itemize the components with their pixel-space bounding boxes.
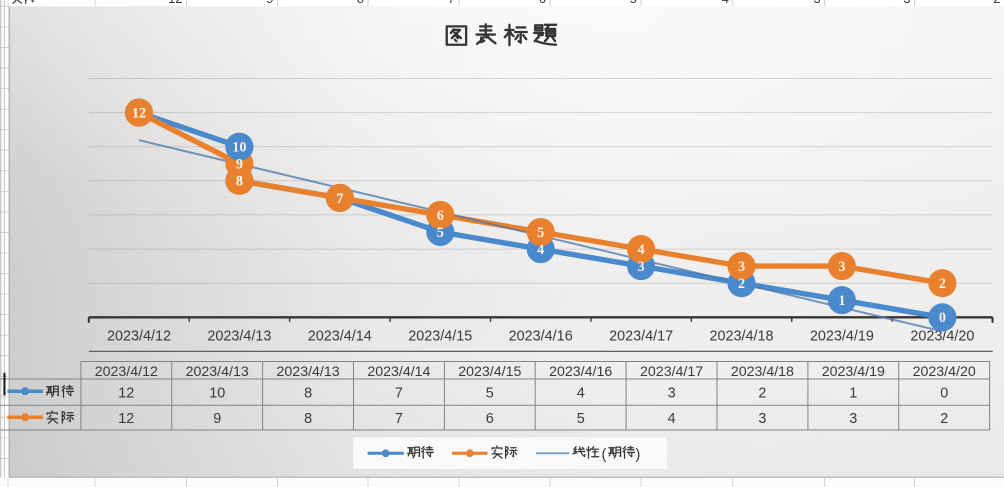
svg-text:10: 10 [232,140,246,156]
svg-text:2023/4/19: 2023/4/19 [822,364,885,380]
svg-text:0: 0 [940,386,948,402]
svg-text:9: 9 [236,157,243,173]
svg-text:12: 12 [118,411,134,427]
svg-text:4: 4 [577,386,585,402]
svg-text:6: 6 [437,208,444,224]
svg-text:3: 3 [849,411,857,427]
svg-text:2023/4/18: 2023/4/18 [731,364,794,380]
svg-text:2023/4/14: 2023/4/14 [308,329,372,345]
svg-text:5: 5 [486,386,494,402]
svg-text:6: 6 [486,411,494,427]
svg-text:2023/4/17: 2023/4/17 [609,329,673,345]
svg-text:5: 5 [537,225,544,241]
svg-text:12: 12 [132,106,146,122]
svg-text:4: 4 [722,0,729,6]
svg-text:2023/4/15: 2023/4/15 [408,329,472,345]
svg-text:2023/4/16: 2023/4/16 [509,329,573,345]
svg-text:10: 10 [209,386,225,402]
svg-text:3: 3 [838,259,845,275]
svg-text:2023/4/20: 2023/4/20 [910,329,974,345]
svg-text:8: 8 [236,174,243,190]
svg-text:5: 5 [630,0,637,6]
svg-text:2023/4/16: 2023/4/16 [549,364,612,380]
svg-text:9: 9 [266,0,273,6]
svg-text:2023/4/12: 2023/4/12 [107,329,171,345]
svg-text:1: 1 [849,386,857,402]
svg-text:3: 3 [903,0,910,6]
svg-text:2023/4/13: 2023/4/13 [186,364,249,380]
svg-text:8: 8 [304,386,312,402]
svg-text:3: 3 [668,386,676,402]
svg-text:3: 3 [638,259,645,275]
svg-text:2023/4/20: 2023/4/20 [913,364,976,380]
svg-text:2: 2 [939,276,946,292]
svg-text:2023/4/13: 2023/4/13 [207,329,271,345]
svg-text:): ) [636,447,641,463]
svg-text:2023/4/14: 2023/4/14 [367,364,430,380]
svg-text:1: 1 [838,293,845,309]
svg-text:6: 6 [539,0,546,6]
svg-text:2023/4/13: 2023/4/13 [277,364,340,380]
svg-text:4: 4 [668,411,676,427]
svg-text:2023/4/17: 2023/4/17 [640,364,703,380]
svg-text:12: 12 [168,0,182,6]
svg-text:7: 7 [448,0,455,6]
svg-text:2023/4/12: 2023/4/12 [95,364,158,380]
svg-text:8: 8 [304,411,312,427]
svg-text:2: 2 [758,386,766,402]
svg-text:2023/4/18: 2023/4/18 [709,329,773,345]
svg-text:7: 7 [336,191,343,207]
svg-text:3: 3 [813,0,820,6]
svg-text:7: 7 [336,191,343,207]
svg-text:7: 7 [395,411,403,427]
svg-text:3: 3 [758,411,766,427]
svg-text:3: 3 [738,259,745,275]
svg-text:(: ( [602,447,607,463]
svg-text:5: 5 [437,225,444,241]
svg-text:4: 4 [537,242,544,258]
svg-text:7: 7 [395,386,403,402]
svg-text:12: 12 [132,106,146,122]
svg-text:12: 12 [118,386,134,402]
svg-text:4: 4 [638,242,645,258]
svg-text:9: 9 [213,411,221,427]
svg-text:2: 2 [993,0,1000,6]
svg-text:2: 2 [940,411,948,427]
svg-text:8: 8 [357,0,364,6]
svg-text:0: 0 [939,310,946,326]
svg-text:5: 5 [577,411,585,427]
svg-text:2023/4/15: 2023/4/15 [458,364,521,380]
svg-text:2: 2 [738,276,745,292]
svg-text:2023/4/19: 2023/4/19 [810,329,874,345]
svg-text:8: 8 [236,174,243,190]
